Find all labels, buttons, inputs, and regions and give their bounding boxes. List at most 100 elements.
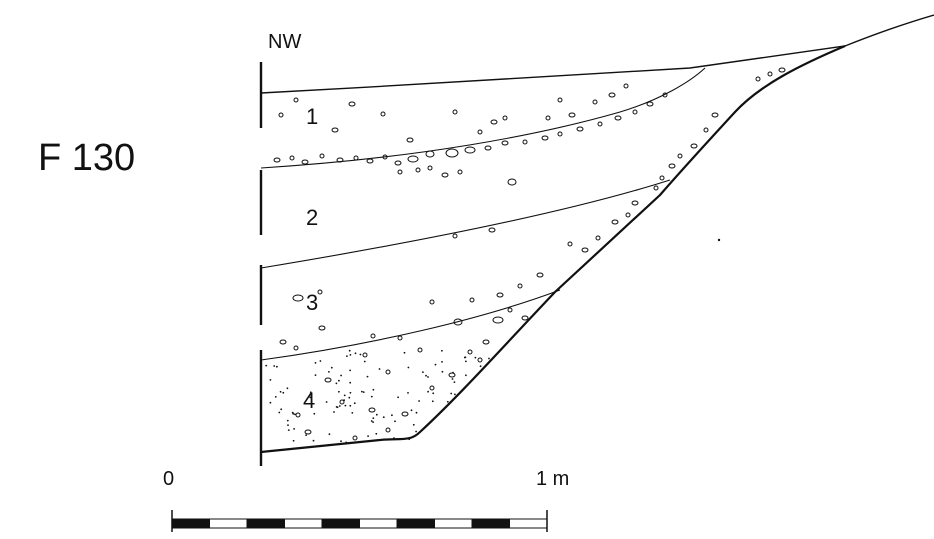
stipple-dot (410, 409, 413, 412)
scale-bar-segments (171, 518, 548, 529)
pebble (502, 115, 508, 121)
pebble (293, 345, 299, 351)
pebble (536, 272, 544, 278)
stipple-dot (343, 394, 346, 397)
pebble (464, 146, 476, 154)
pebble (331, 127, 339, 133)
stipple-dot (391, 414, 393, 417)
pebble (668, 163, 676, 169)
pebble (545, 115, 551, 121)
scale-bar: 0 1 m (163, 468, 569, 532)
stipple-dot (407, 392, 409, 394)
stipple-dot (287, 429, 290, 431)
stipple-dot (292, 439, 295, 442)
stray-dot (717, 238, 721, 242)
pebble (293, 97, 299, 103)
scale-segment-black (171, 518, 210, 529)
stipple-dot (282, 391, 285, 394)
stipple-dot (382, 416, 385, 419)
scale-segment-white (359, 518, 398, 529)
scale-segment-black (471, 518, 510, 529)
pebble (507, 307, 513, 313)
stipple-dot (372, 417, 375, 419)
stipple-dot (274, 396, 277, 398)
stipple-dot (349, 404, 352, 407)
pebble (614, 115, 622, 121)
stipple-dot (415, 430, 417, 433)
pebble (453, 318, 463, 326)
stipple-dot (454, 393, 456, 396)
stipple-dot (269, 379, 272, 381)
pebble (646, 101, 654, 107)
pebble (406, 137, 414, 143)
pebble (623, 83, 629, 89)
pebble (278, 112, 284, 118)
stipple-dot (446, 400, 449, 403)
pebble (632, 109, 638, 115)
stipple-dot (362, 391, 365, 393)
stipple-dot (451, 378, 454, 380)
stipple-dot (370, 395, 373, 398)
stipple-dot (432, 392, 435, 395)
cut-profile-line (260, 44, 846, 454)
stipple-dot (286, 419, 289, 422)
pebble (496, 292, 504, 298)
stipple-dot (335, 406, 338, 408)
pebble (488, 227, 496, 233)
stipple-dot (397, 396, 399, 399)
pebble (653, 185, 659, 191)
stipple-dot (479, 365, 482, 368)
stipple-dot (427, 390, 429, 393)
stipple-dot (269, 401, 272, 404)
stipple-dot (276, 365, 278, 368)
stipple-dot (346, 355, 348, 357)
stipple-dot (349, 369, 351, 372)
scale-segment-white (209, 518, 248, 529)
stipple-dot (349, 381, 352, 384)
stipple-dot (349, 354, 352, 356)
pebble (467, 349, 473, 355)
stipple-dot (351, 412, 354, 414)
stipple-dot (338, 405, 341, 407)
stipple-dot (335, 382, 338, 385)
stipple-dot (465, 360, 467, 363)
stipple-dot (265, 364, 268, 367)
pebble (385, 369, 391, 375)
pebble (568, 112, 576, 118)
stipple-dot (338, 379, 340, 382)
stipple-dot (291, 411, 294, 414)
pebble (507, 178, 517, 186)
pebble (273, 157, 281, 163)
layer-label-4: 4 (303, 388, 315, 413)
pebble (703, 127, 709, 133)
pebble (362, 352, 368, 358)
pebble (429, 299, 435, 305)
pebble (595, 235, 601, 241)
scale-segment-black (321, 518, 360, 529)
pebble (611, 219, 619, 225)
pebble (397, 169, 403, 175)
stipple-dot (407, 366, 410, 369)
pebble (425, 150, 435, 158)
stipple-dot (278, 411, 281, 414)
pebble (407, 155, 419, 163)
pebble (482, 339, 490, 345)
stipple-dot (431, 400, 434, 403)
pebble (368, 407, 376, 413)
stipple-dot (441, 370, 444, 373)
scale-segment-black (246, 518, 285, 529)
boundary-1-2 (260, 67, 706, 169)
layer-label-3: 3 (306, 290, 318, 315)
pebble (394, 160, 402, 166)
stipple-dot (450, 392, 453, 395)
stipple-dot (294, 413, 296, 416)
pebble (348, 101, 356, 107)
pebble (385, 427, 391, 433)
pebble (576, 126, 584, 132)
pebble (631, 200, 639, 206)
boundary-2-3 (260, 179, 671, 269)
pebble (677, 153, 683, 159)
pebble (484, 145, 492, 151)
pebble (457, 169, 463, 175)
stipple-dot (359, 353, 362, 356)
